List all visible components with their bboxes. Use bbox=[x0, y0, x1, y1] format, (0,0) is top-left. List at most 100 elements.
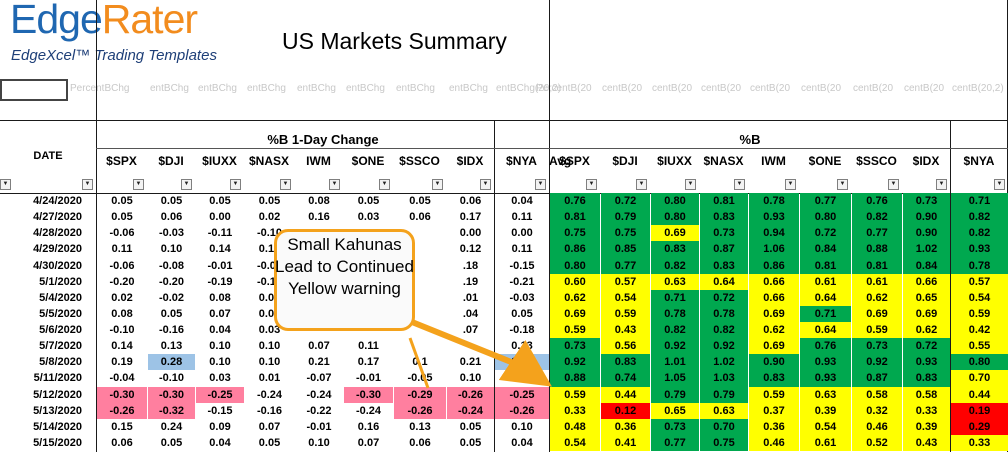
chg-cell: 0.10 bbox=[459, 372, 482, 385]
pb-cell: 0.86 bbox=[550, 241, 600, 258]
pb-cell: 0.83 bbox=[601, 354, 650, 371]
column-header-chg-nya: $NYA bbox=[506, 154, 537, 168]
pb-cell: 0.82 bbox=[951, 209, 1008, 226]
pb-cell: 0.79 bbox=[601, 209, 650, 226]
chg-cell: 0.10 bbox=[511, 420, 533, 433]
pb-cell: 0.77 bbox=[800, 193, 851, 210]
formula-cell: entBChg bbox=[297, 83, 336, 94]
pb-cell: 0.92 bbox=[651, 338, 699, 355]
pb-cell: 0.73 bbox=[651, 418, 699, 435]
logo-tagline: EdgeXcel™ Trading Templates bbox=[11, 47, 217, 64]
chg-cell: -0.18 bbox=[509, 324, 535, 337]
filter-dropdown-icon[interactable]: ▼ bbox=[82, 179, 93, 190]
chg-cell: 0.11 bbox=[511, 211, 533, 224]
pb-cell: 0.33 bbox=[903, 402, 950, 419]
pb-cell: 0.54 bbox=[800, 418, 851, 435]
chg-cell: 0.06 bbox=[160, 211, 183, 224]
pb-cell: 0.84 bbox=[903, 257, 950, 274]
filter-dropdown-icon[interactable]: ▼ bbox=[535, 179, 546, 190]
grid-line bbox=[96, 0, 97, 452]
chg-cell: 0.08 bbox=[209, 291, 231, 304]
column-header-chg-nasx: $NASX bbox=[248, 154, 289, 168]
chg-cell: 0.05 bbox=[459, 436, 482, 449]
filter-dropdown-icon[interactable]: ▼ bbox=[480, 179, 491, 190]
chg-cell: 0.07 bbox=[308, 340, 330, 353]
formula-cell: centB(20 bbox=[904, 83, 945, 94]
pb-cell: 1.05 bbox=[651, 370, 699, 387]
chg-cell: 0.05 bbox=[459, 420, 482, 433]
filter-dropdown-icon[interactable]: ▼ bbox=[432, 179, 443, 190]
pb-cell: 0.82 bbox=[651, 257, 699, 274]
chg-cell: -0.15 bbox=[509, 259, 535, 272]
pb-cell: 0.64 bbox=[700, 273, 748, 290]
chg-cell: 0.05 bbox=[111, 195, 133, 207]
pb-cell: 0.46 bbox=[852, 418, 902, 435]
pb-cell: 0.81 bbox=[550, 209, 600, 226]
date-cell: 5/13/2020 bbox=[33, 404, 82, 417]
filter-dropdown-icon[interactable]: ▼ bbox=[230, 179, 241, 190]
grid-line bbox=[0, 120, 1008, 121]
chg-cell: -0.06 bbox=[109, 227, 135, 240]
chg-cell: 0.05 bbox=[160, 307, 183, 320]
column-header-chg-spx: $SPX bbox=[106, 154, 137, 168]
filter-dropdown-icon[interactable]: ▼ bbox=[837, 179, 848, 190]
column-header-pb-nasx: $NASX bbox=[703, 154, 744, 168]
pb-cell: 1.02 bbox=[903, 241, 950, 258]
filter-dropdown-icon[interactable]: ▼ bbox=[936, 179, 947, 190]
pb-cell: 0.72 bbox=[700, 289, 748, 306]
formula-cell: PercentBChg bbox=[70, 83, 130, 94]
filter-dropdown-icon[interactable]: ▼ bbox=[280, 179, 291, 190]
pb-cell: 0.80 bbox=[651, 193, 699, 210]
pb-cell: 0.72 bbox=[800, 225, 851, 242]
formula-cell: centB(20 bbox=[853, 83, 894, 94]
pb-cell: 0.57 bbox=[601, 273, 650, 290]
filter-dropdown-icon[interactable]: ▼ bbox=[0, 179, 11, 190]
pb-cell: 0.76 bbox=[550, 193, 600, 210]
filter-dropdown-icon[interactable]: ▼ bbox=[329, 179, 340, 190]
pb-cell: 0.80 bbox=[651, 209, 699, 226]
column-header-pb-nya: $NYA bbox=[963, 154, 995, 168]
pb-cell: 0.54 bbox=[601, 289, 650, 306]
pb-cell: 0.70 bbox=[951, 370, 1008, 387]
chg-cell: -0.29 bbox=[394, 386, 446, 403]
chg-cell: 0.28 bbox=[148, 354, 195, 371]
chg-cell: 0.14 bbox=[209, 243, 231, 256]
filter-dropdown-icon[interactable]: ▼ bbox=[133, 179, 144, 190]
pb-cell: 0.87 bbox=[700, 241, 748, 258]
date-cell: 4/27/2020 bbox=[33, 211, 82, 224]
chg-cell: 0.05 bbox=[209, 195, 231, 207]
pb-cell: 0.75 bbox=[601, 225, 650, 242]
pb-cell: 0.85 bbox=[601, 241, 650, 258]
filter-dropdown-icon[interactable]: ▼ bbox=[785, 179, 796, 190]
filter-dropdown-icon[interactable]: ▼ bbox=[685, 179, 696, 190]
formula-cell: entBChg bbox=[247, 83, 286, 94]
pb-cell: 0.59 bbox=[749, 386, 799, 403]
chg-cell: -0.01 bbox=[306, 420, 332, 433]
filter-dropdown-icon[interactable]: ▼ bbox=[181, 179, 192, 190]
pb-cell: 0.63 bbox=[700, 402, 748, 419]
chg-cell: 0.14 bbox=[111, 340, 133, 353]
chg-cell: 0.03 bbox=[357, 211, 380, 224]
pb-cell: 0.69 bbox=[749, 338, 799, 355]
chg-cell: -0.26 bbox=[447, 386, 494, 403]
formula-cell: entBChg bbox=[198, 83, 237, 94]
filter-dropdown-icon[interactable]: ▼ bbox=[636, 179, 647, 190]
selected-cell[interactable] bbox=[0, 79, 68, 101]
formula-cell: entBChg(20,2) bbox=[496, 83, 562, 94]
pb-cell: 0.32 bbox=[852, 402, 902, 419]
pb-cell: 0.87 bbox=[852, 370, 902, 387]
chg-cell: 0.19 bbox=[111, 356, 133, 369]
pb-cell: 0.66 bbox=[749, 289, 799, 306]
filter-dropdown-icon[interactable]: ▼ bbox=[379, 179, 390, 190]
filter-dropdown-icon[interactable]: ▼ bbox=[994, 179, 1005, 190]
pb-cell: 0.71 bbox=[800, 305, 851, 323]
pb-cell: 1.02 bbox=[700, 354, 748, 371]
filter-dropdown-icon[interactable]: ▼ bbox=[586, 179, 597, 190]
grid-line bbox=[950, 120, 951, 452]
filter-dropdown-icon[interactable]: ▼ bbox=[734, 179, 745, 190]
chg-cell: 0.11 bbox=[511, 243, 533, 256]
column-header-chg-dji: $DJI bbox=[158, 154, 184, 168]
chg-cell: -0.16 bbox=[256, 404, 283, 417]
formula-cell: centB(20 bbox=[750, 83, 791, 94]
filter-dropdown-icon[interactable]: ▼ bbox=[888, 179, 899, 190]
